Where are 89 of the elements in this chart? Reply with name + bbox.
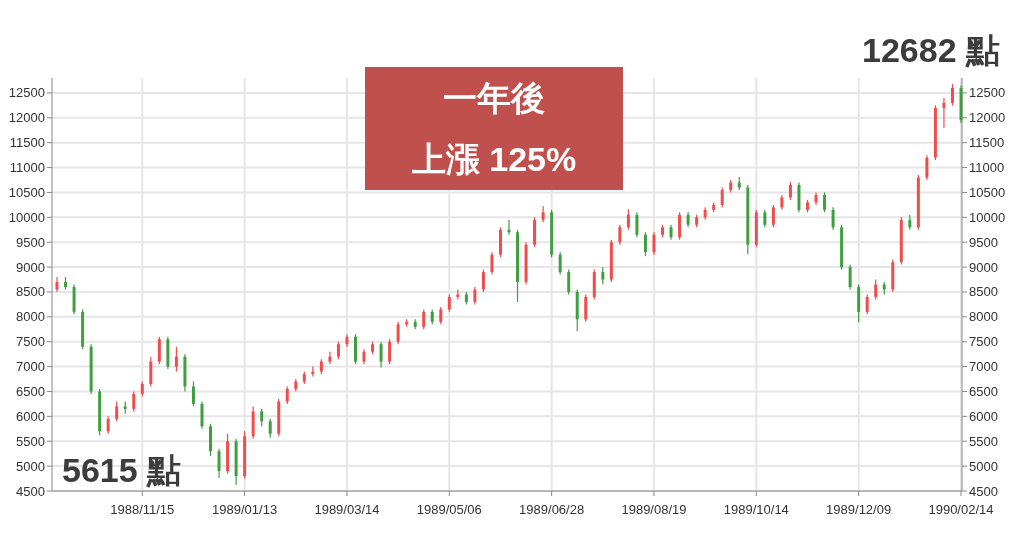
y-tick-label: 11000	[9, 160, 45, 176]
x-tick-label: 1989/12/09	[826, 502, 892, 517]
y2-tick-label: 9500	[969, 234, 998, 250]
y-tick-label: 12000	[8, 110, 45, 126]
candlestick	[831, 206, 835, 231]
y-tick-label: 8500	[16, 284, 45, 300]
y2-tick-label: 8500	[969, 284, 998, 300]
candlestick	[661, 224, 664, 238]
candlestick	[379, 341, 383, 369]
candlestick	[950, 83, 954, 106]
y2-tick-label: 5000	[969, 458, 998, 474]
candlestick	[422, 308, 426, 330]
y2-tick-label: 7000	[969, 359, 998, 375]
candlestick	[567, 268, 571, 296]
y2-tick-label: 11000	[969, 160, 1005, 176]
candlestick	[157, 336, 161, 365]
candlestick	[209, 423, 212, 457]
y2-tick-label: 6000	[969, 408, 998, 424]
y-tick-label: 10500	[8, 184, 45, 200]
y2-tick-label: 9000	[969, 259, 998, 275]
candlestick	[635, 211, 639, 238]
y2-tick-label: 5500	[969, 433, 998, 449]
candlestick	[217, 448, 221, 479]
candlestick	[823, 191, 827, 213]
y-tick-label: 6500	[16, 383, 45, 399]
candlestick	[626, 208, 630, 231]
candlestick	[516, 229, 520, 303]
candlestick	[498, 226, 502, 258]
candlestick	[268, 418, 272, 439]
candlestick	[115, 400, 119, 422]
candlestick	[328, 351, 332, 365]
y2-tick-label: 7500	[969, 334, 998, 350]
candlestick	[720, 186, 724, 208]
annotation: 上漲 125%	[410, 140, 577, 179]
y2-tick-label: 4500	[969, 483, 998, 499]
candlestick	[678, 211, 682, 241]
candlestick	[481, 268, 485, 293]
y-tick-label: 11500	[9, 135, 45, 151]
candlestick	[942, 97, 946, 129]
candlestick	[584, 293, 588, 323]
candlestick	[200, 400, 204, 430]
x-tick-label: 1989/06/28	[519, 502, 585, 517]
annotation: 一年後	[443, 78, 545, 117]
candlestick	[848, 264, 852, 291]
y-tick-label: 5500	[16, 433, 45, 449]
candlestick	[865, 293, 869, 315]
y2-tick-label: 6500	[969, 383, 998, 399]
candlestick	[149, 356, 153, 388]
y2-tick-label: 10000	[969, 209, 1006, 225]
y2-tick-label: 10500	[969, 184, 1006, 200]
y-tick-label: 12500	[8, 85, 45, 101]
y2-tick-label: 11500	[969, 135, 1005, 151]
y-tick-label: 4500	[16, 483, 45, 499]
candlestick	[396, 321, 400, 345]
annotation: 5615 點	[62, 451, 182, 489]
candlestick	[174, 346, 178, 373]
candlestick	[874, 278, 878, 301]
candlestick	[354, 333, 357, 365]
y-tick-label: 10000	[8, 209, 45, 225]
candlestick	[771, 204, 775, 228]
x-tick-label: 1989/05/06	[416, 502, 482, 517]
x-tick-label: 1989/01/13	[212, 502, 278, 517]
candlestick	[652, 231, 656, 256]
x-tick-label: 1989/10/14	[723, 502, 789, 517]
candlestick	[558, 251, 562, 276]
candlestick	[388, 338, 392, 365]
x-tick-label: 1988/11/15	[110, 502, 175, 517]
candlestick	[643, 231, 647, 257]
y2-tick-label: 8000	[969, 309, 998, 325]
candlestick	[132, 390, 136, 412]
candlestick	[64, 276, 68, 291]
y-tick-label: 6000	[16, 408, 45, 424]
y-tick-label: 8000	[16, 309, 45, 325]
candlestick	[490, 251, 494, 276]
y-tick-label: 7000	[16, 359, 45, 375]
x-tick-label: 1989/03/14	[314, 502, 380, 517]
x-tick-label: 1990/02/14	[928, 502, 994, 517]
y-tick-label: 5000	[16, 458, 45, 474]
candlestick	[806, 199, 809, 213]
y-tick-label: 9000	[16, 259, 45, 275]
candlestick	[618, 224, 622, 246]
candlestick	[191, 380, 195, 408]
candlestick	[925, 154, 929, 181]
y2-tick-label: 12000	[969, 110, 1006, 126]
x-tick-label: 1989/08/19	[621, 502, 687, 517]
y-tick-label: 7500	[16, 334, 45, 350]
y2-tick-label: 12500	[969, 85, 1006, 101]
text: 12682 點	[862, 31, 1000, 69]
y-tick-label: 9500	[16, 234, 45, 250]
